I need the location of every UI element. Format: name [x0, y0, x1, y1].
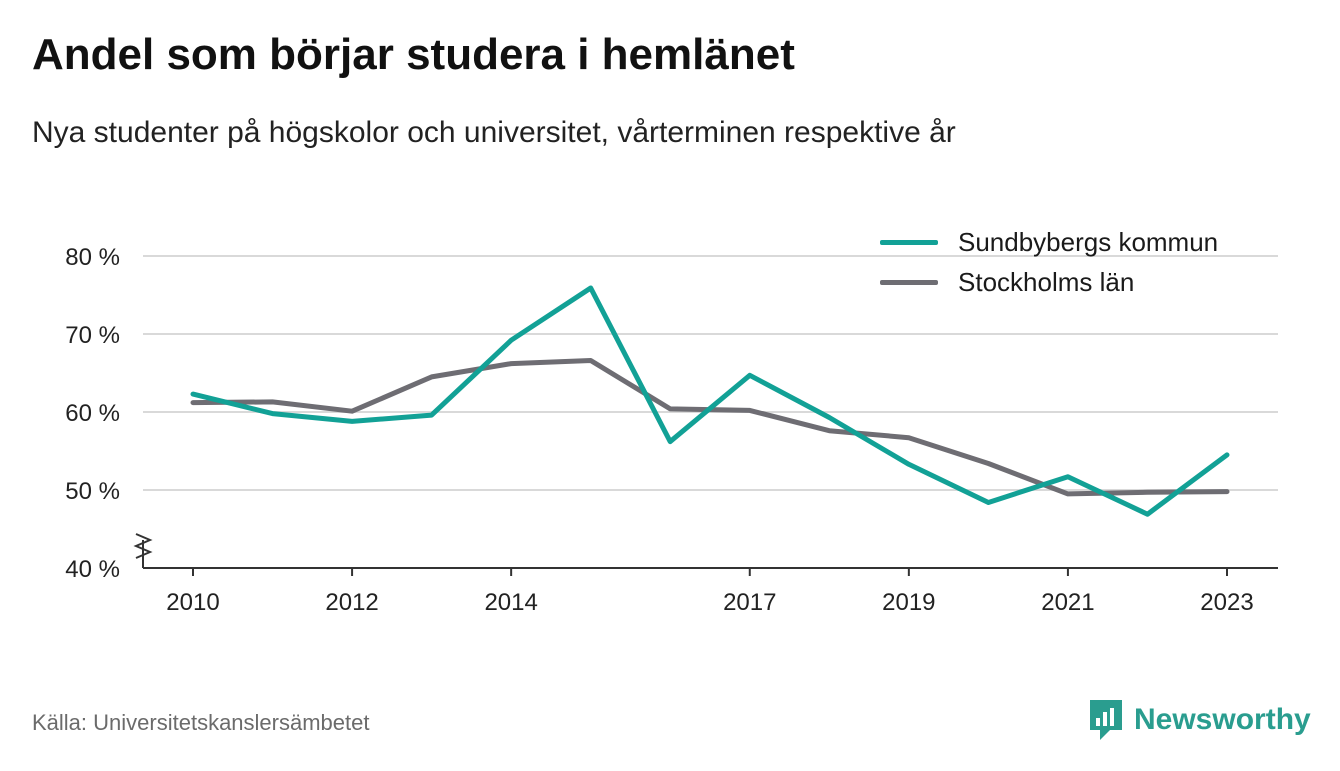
y-tick-label: 40 %: [65, 556, 120, 583]
axes: 40 % 50 % 60 % 70 % 80 % 2010 2012 2014 2017 2019…: [65, 244, 1278, 616]
legend-label-sundbyberg: Sundbybergs kommun: [958, 226, 1219, 257]
axis-break-icon: [133, 533, 153, 559]
legend: Sundbybergs kommun Stockholms län: [880, 222, 1218, 302]
x-tick-label: 2023: [1200, 589, 1253, 616]
y-tick-label: 60 %: [65, 400, 120, 427]
series-lines: [190, 285, 1230, 517]
y-tick-label: 80 %: [65, 244, 120, 271]
legend-swatch-stockholm: [880, 279, 938, 285]
brand-logo: Newsworthy: [1088, 698, 1311, 742]
legend-item-stockholm: Stockholms län: [880, 262, 1218, 302]
chart-subtitle: Nya studenter på högskolor och universit…: [32, 116, 956, 149]
series-line-stockholm: [190, 358, 1230, 497]
gridlines: [143, 255, 1278, 491]
source-note: Källa: Universitetskanslersämbetet: [32, 710, 370, 735]
x-tick-label: 2012: [325, 589, 378, 616]
newsworthy-logo-icon: [1090, 700, 1122, 740]
y-tick-label: 70 %: [65, 322, 120, 349]
series-line-sundbyberg: [190, 285, 1230, 517]
legend-item-sundbyberg: Sundbybergs kommun: [880, 222, 1218, 262]
brand-name: Newsworthy: [1134, 703, 1311, 736]
x-tick-label: 2010: [166, 589, 219, 616]
legend-label-stockholm: Stockholms län: [958, 266, 1135, 297]
x-tick-label: 2021: [1041, 589, 1094, 616]
x-tick-label: 2014: [484, 589, 537, 616]
legend-swatch-sundbyberg: [880, 239, 938, 245]
chart-title: Andel som börjar studera i hemlänet: [32, 30, 795, 79]
x-tick-label: 2017: [723, 589, 776, 616]
y-tick-label: 50 %: [65, 478, 120, 505]
x-tick-label: 2019: [882, 589, 935, 616]
